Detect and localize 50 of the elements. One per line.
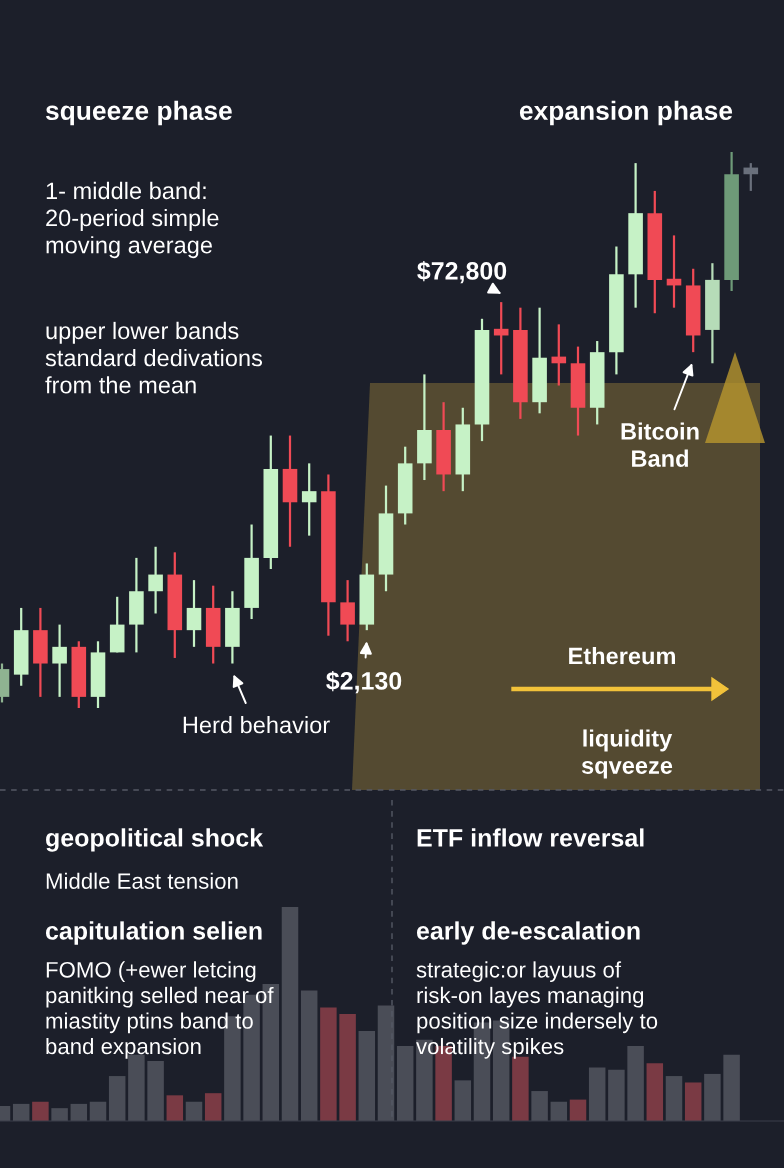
bar [377,1005,395,1121]
annotation: $72,800 [417,260,507,284]
bar [108,1076,126,1121]
candlestick [340,579,355,643]
bar [320,1007,337,1121]
candlestick [186,579,202,648]
bar [166,1095,184,1121]
bar [531,1091,548,1121]
text: ETF inflow reversal [417,828,644,847]
bar [627,1046,644,1121]
bar [665,1076,683,1121]
bar [51,1108,68,1121]
bar [550,1101,568,1121]
annotation: 1- middle band: 20-period simple moving average [46,181,219,259]
annotation: Bitcoin Band [621,422,699,467]
bar [684,1082,702,1121]
bar [204,1093,222,1121]
bar [281,907,299,1121]
text: squeeze phase [45,100,232,126]
annotation: upper lower bands standard dedivations from the mean [45,321,263,394]
bar [339,1014,356,1121]
annotation: $2,130 [326,670,402,694]
text: liquidity sqveeze [581,729,673,779]
bar [396,1046,414,1121]
bar [454,1080,472,1121]
bar [32,1101,49,1121]
annotation: strategic:or layuus of risk-on layes managing position size indersely to volatility spikes [416,961,658,1059]
bar [185,1101,203,1121]
text: geopolitical shock [46,828,264,852]
text: Herd behavior [183,715,330,734]
candlestick [148,545,163,615]
bar [723,1054,740,1121]
text: expansion phase [519,100,733,126]
bar [588,1067,606,1121]
bar [147,1061,164,1121]
bar [70,1103,88,1121]
candlestick [301,462,317,537]
bar [704,1073,721,1121]
bar [569,1099,587,1121]
annotation: FOMO (+ewer letcing panitking selled near of miastity ptins band to band expansion [46,961,274,1059]
bar [89,1101,107,1121]
text: Middle East tension [46,872,238,889]
candlestick [52,623,67,698]
annotation: Ethereum [569,646,675,665]
annotation: early de-escalation [416,921,640,945]
bar [608,1069,625,1121]
annotation: capitulation selien [45,921,262,945]
bar [358,1031,376,1121]
bar [646,1063,664,1121]
bar [300,990,318,1121]
